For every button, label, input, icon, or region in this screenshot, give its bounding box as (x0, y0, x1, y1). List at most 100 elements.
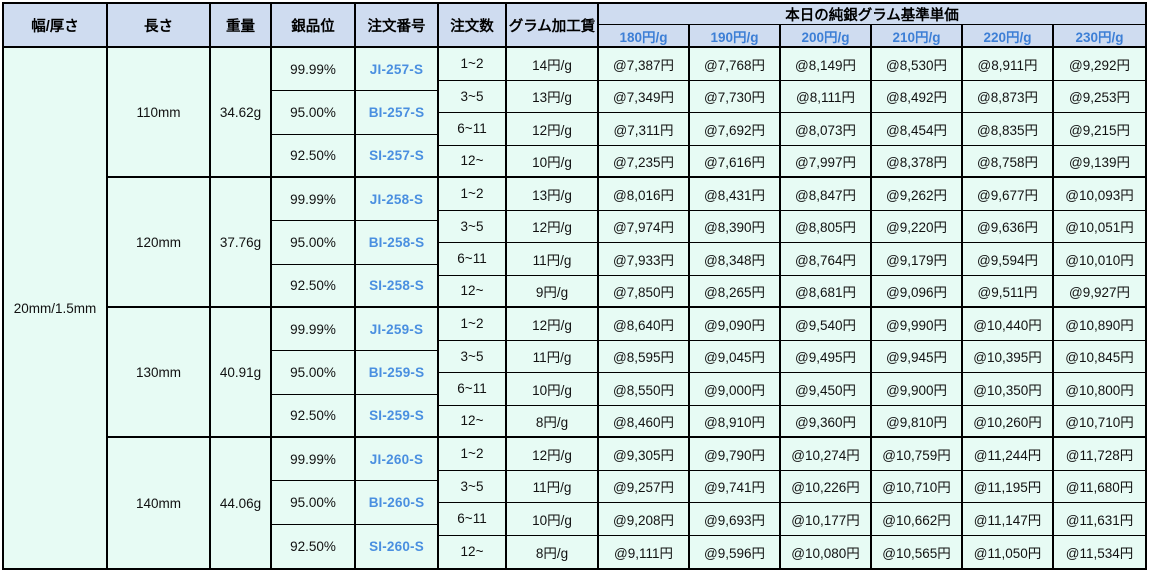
order-number-value: SI-257-S (356, 134, 439, 178)
price-value: @8,454円 (872, 113, 963, 146)
order-number-value: BI-258-S (356, 221, 439, 265)
header-price-2: 200円/g (781, 25, 872, 48)
price-value: @7,349円 (599, 80, 690, 113)
gram-fee-value: 11円/g (507, 470, 599, 503)
gram-fee-value: 10円/g (507, 145, 599, 178)
order-number-value: SI-258-S (356, 264, 439, 308)
order-qty-value: 6~11 (439, 503, 507, 536)
price-value: @9,000円 (690, 373, 781, 406)
price-value: @8,640円 (599, 308, 690, 341)
price-value: @7,235円 (599, 145, 690, 178)
price-value: @9,253円 (1054, 80, 1145, 113)
price-value: @10,260円 (963, 405, 1054, 438)
price-value: @9,215円 (1054, 113, 1145, 146)
purity-value: 99.99% (272, 178, 356, 222)
price-value: @10,177円 (781, 503, 872, 536)
price-value: @10,350円 (963, 373, 1054, 406)
price-value: @10,759円 (872, 438, 963, 471)
order-number-value: BI-259-S (356, 351, 439, 395)
price-value: @9,257円 (599, 470, 690, 503)
price-value: @7,850円 (599, 275, 690, 308)
price-value: @9,596円 (690, 535, 781, 568)
gram-fee-value: 11円/g (507, 340, 599, 373)
order-number-value: SI-260-S (356, 524, 439, 568)
order-qty-value: 12~ (439, 275, 507, 308)
price-value: @9,292円 (1054, 48, 1145, 81)
price-value: @7,616円 (690, 145, 781, 178)
price-value: @8,348円 (690, 243, 781, 276)
price-value: @7,692円 (690, 113, 781, 146)
gram-fee-value: 10円/g (507, 373, 599, 406)
purity-value: 92.50% (272, 264, 356, 308)
price-value: @7,997円 (781, 145, 872, 178)
price-value: @9,540円 (781, 308, 872, 341)
order-qty-value: 3~5 (439, 470, 507, 503)
header-weight: 重量 (211, 4, 272, 48)
order-qty-value: 1~2 (439, 308, 507, 341)
price-value: @9,111円 (599, 535, 690, 568)
order-qty-value: 3~5 (439, 210, 507, 243)
gram-fee-value: 8円/g (507, 535, 599, 568)
price-value: @10,274円 (781, 438, 872, 471)
price-value: @9,305円 (599, 438, 690, 471)
purity-value: 99.99% (272, 438, 356, 482)
price-value: @11,631円 (1054, 503, 1145, 536)
price-value: @10,080円 (781, 535, 872, 568)
price-value: @8,530円 (872, 48, 963, 81)
length-value: 130mm (108, 308, 211, 438)
price-value: @9,139円 (1054, 145, 1145, 178)
gram-fee-value: 9円/g (507, 275, 599, 308)
price-value: @10,440円 (963, 308, 1054, 341)
price-value: @9,511円 (963, 275, 1054, 308)
order-number-value: JI-259-S (356, 308, 439, 352)
purity-value: 95.00% (272, 221, 356, 265)
weight-value: 37.76g (211, 178, 272, 308)
price-value: @11,244円 (963, 438, 1054, 471)
price-value: @8,805円 (781, 210, 872, 243)
price-value: @8,910円 (690, 405, 781, 438)
price-value: @9,900円 (872, 373, 963, 406)
price-value: @10,226円 (781, 470, 872, 503)
price-value: @10,890円 (1054, 308, 1145, 341)
header-price-3: 210円/g (872, 25, 963, 48)
price-value: @9,693円 (690, 503, 781, 536)
order-qty-value: 1~2 (439, 178, 507, 211)
price-value: @9,790円 (690, 438, 781, 471)
purity-value: 95.00% (272, 481, 356, 525)
gram-fee-value: 12円/g (507, 210, 599, 243)
price-value: @8,681円 (781, 275, 872, 308)
price-value: @10,051円 (1054, 210, 1145, 243)
header-spec: 幅/厚さ (4, 4, 108, 48)
header-purity: 銀品位 (272, 4, 356, 48)
order-qty-value: 6~11 (439, 373, 507, 406)
weight-value: 40.91g (211, 308, 272, 438)
price-value: @9,045円 (690, 340, 781, 373)
price-value: @9,677円 (963, 178, 1054, 211)
price-value: @9,220円 (872, 210, 963, 243)
price-value: @11,147円 (963, 503, 1054, 536)
price-value: @8,073円 (781, 113, 872, 146)
gram-fee-value: 12円/g (507, 308, 599, 341)
weight-value: 34.62g (211, 48, 272, 178)
price-value: @8,460円 (599, 405, 690, 438)
purity-value: 92.50% (272, 524, 356, 568)
header-price-group: 本日の純銀グラム基準単価 (599, 4, 1145, 25)
price-value: @8,550円 (599, 373, 690, 406)
price-value: @10,710円 (872, 470, 963, 503)
length-value: 120mm (108, 178, 211, 308)
price-value: @8,835円 (963, 113, 1054, 146)
price-value: @8,378円 (872, 145, 963, 178)
price-value: @11,680円 (1054, 470, 1145, 503)
price-value: @9,810円 (872, 405, 963, 438)
order-qty-value: 1~2 (439, 48, 507, 81)
price-value: @8,595円 (599, 340, 690, 373)
header-price-1: 190円/g (690, 25, 781, 48)
price-value: @10,395円 (963, 340, 1054, 373)
price-value: @8,111円 (781, 80, 872, 113)
order-qty-value: 12~ (439, 535, 507, 568)
price-value: @9,495円 (781, 340, 872, 373)
gram-fee-value: 13円/g (507, 178, 599, 211)
price-value: @9,208円 (599, 503, 690, 536)
price-value: @9,450円 (781, 373, 872, 406)
purity-value: 99.99% (272, 48, 356, 92)
